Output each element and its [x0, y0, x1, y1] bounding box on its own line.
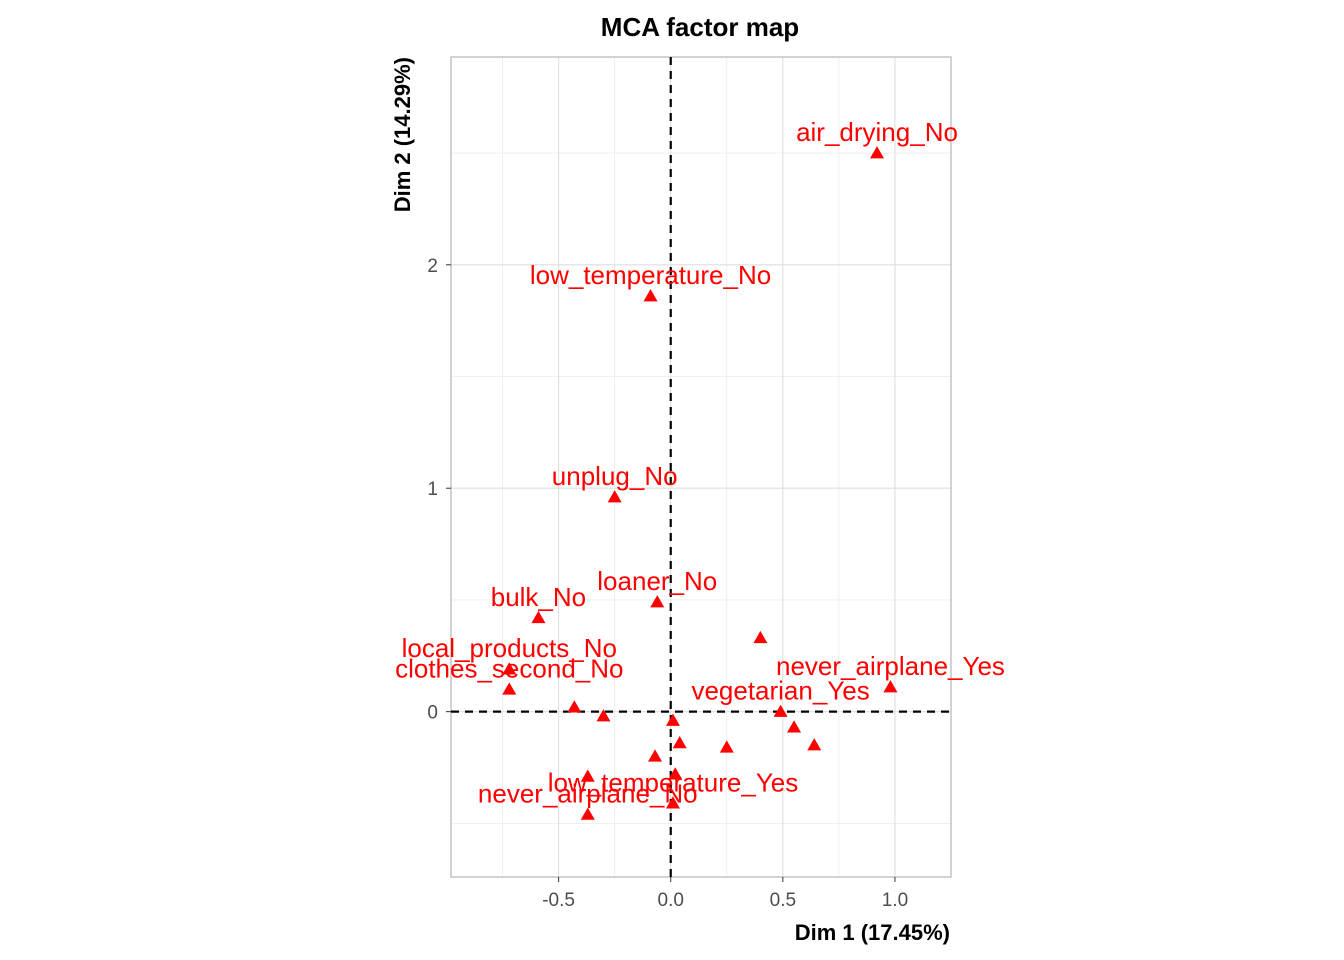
data-point — [753, 630, 768, 644]
point-label: clothes_second_No — [395, 653, 623, 683]
y-tick-label: 2 — [427, 256, 438, 277]
point-label: local_products_No — [402, 633, 617, 663]
x-tick-label: 0.5 — [770, 890, 796, 911]
plot-panel-border — [450, 56, 952, 878]
x-axis-title: Dim 1 (17.45%) — [795, 920, 950, 945]
point-label: never_airplane_No — [478, 778, 698, 808]
x-tick-label: 0.0 — [658, 890, 684, 911]
point-label: loaner_No — [597, 566, 717, 596]
data-point — [807, 738, 822, 751]
data-point — [665, 796, 680, 809]
point-label: bulk_No — [491, 582, 586, 612]
data-point — [531, 610, 546, 624]
data-point — [787, 720, 802, 733]
data-point — [672, 735, 687, 749]
data-point — [596, 709, 611, 722]
data-point — [643, 289, 658, 302]
point-label: low_temperature_Yes — [548, 767, 799, 797]
point-label: low_temperature_No — [530, 260, 771, 290]
data-point — [650, 595, 665, 608]
y-axis-title: Dim 2 (14.29%) — [390, 57, 415, 212]
data-point — [773, 704, 788, 717]
chart-title: MCA factor map — [601, 12, 799, 42]
x-tick-label: 1.0 — [882, 890, 908, 911]
data-point — [607, 490, 622, 503]
point-label: vegetarian_Yes — [691, 676, 869, 706]
point-label: never_airplane_Yes — [776, 651, 1005, 681]
point-label: air_drying_No — [796, 117, 958, 147]
data-point — [668, 767, 683, 780]
data-point — [502, 662, 517, 675]
data-point — [870, 146, 885, 159]
point-label: unplug_No — [552, 461, 678, 491]
data-point — [580, 807, 595, 820]
data-point — [567, 700, 582, 713]
data-point — [580, 769, 595, 782]
data-point — [719, 740, 734, 753]
data-point — [648, 749, 663, 762]
data-point — [502, 682, 517, 695]
data-point — [883, 680, 898, 693]
y-tick-label: 0 — [427, 703, 438, 724]
x-tick-label: -0.5 — [542, 890, 575, 911]
y-tick-label: 1 — [427, 479, 438, 500]
data-point — [665, 713, 680, 726]
